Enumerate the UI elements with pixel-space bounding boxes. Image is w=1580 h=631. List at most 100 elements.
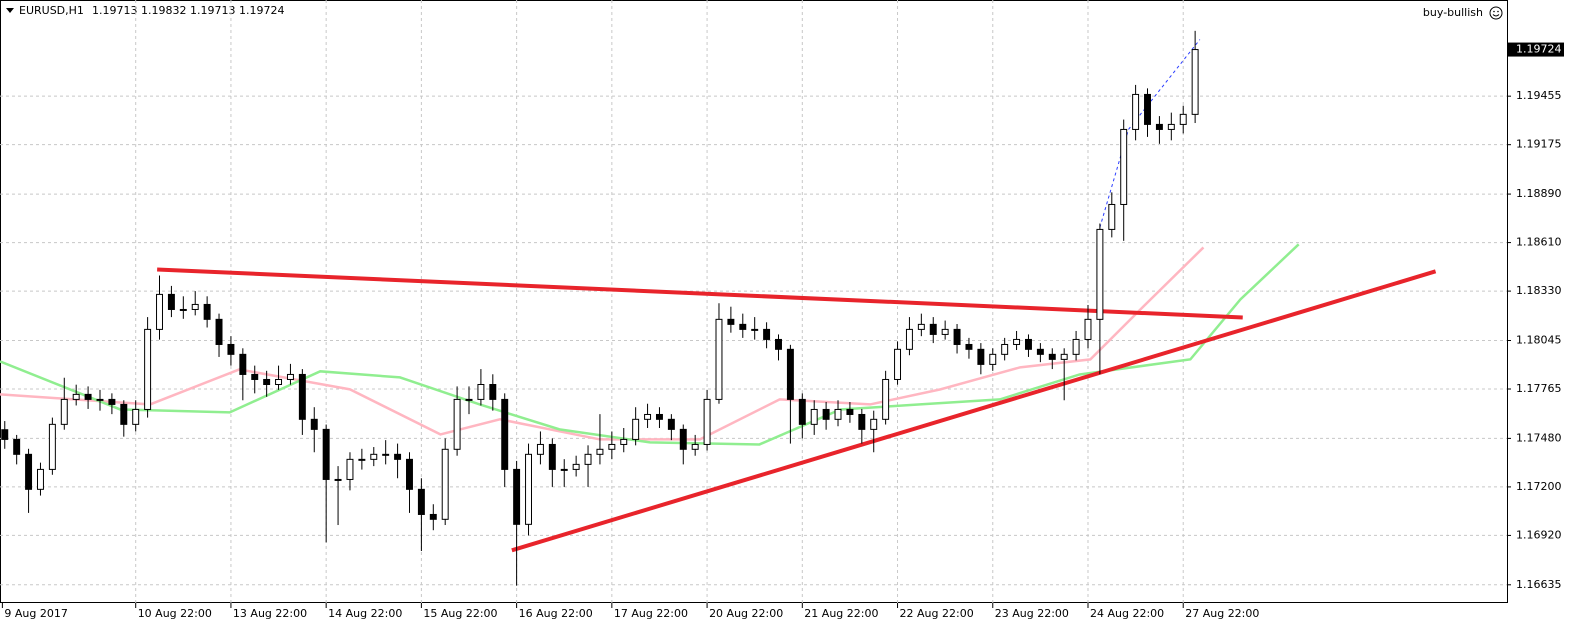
candle-body bbox=[727, 318, 735, 325]
current-price: 1.19724 bbox=[1516, 43, 1562, 56]
candle-body bbox=[798, 398, 806, 425]
candle-body bbox=[989, 353, 997, 365]
candle-body bbox=[215, 318, 223, 345]
candle-body bbox=[501, 398, 509, 470]
header-close: 1.19724 bbox=[239, 4, 285, 17]
candle-body bbox=[191, 303, 199, 310]
x-tick-label: 24 Aug 22:00 bbox=[1090, 607, 1164, 620]
candle-body bbox=[298, 373, 306, 420]
candle-body bbox=[1060, 353, 1068, 360]
candle-body bbox=[1048, 353, 1056, 360]
candle-body bbox=[394, 453, 402, 460]
candle-body bbox=[132, 408, 140, 425]
candle-body bbox=[358, 458, 366, 461]
y-tick-label: 1.18610 bbox=[1516, 236, 1562, 249]
candle-body bbox=[1084, 318, 1092, 340]
candle-body bbox=[310, 418, 318, 430]
candle-body bbox=[536, 443, 544, 455]
candle-body bbox=[96, 398, 104, 401]
candle-body bbox=[834, 408, 842, 420]
candle-body bbox=[715, 318, 723, 400]
candle-body bbox=[644, 413, 652, 420]
candle-body bbox=[1013, 338, 1021, 345]
y-tick-label: 1.18890 bbox=[1516, 187, 1562, 200]
candle-body bbox=[453, 398, 461, 450]
candle-body bbox=[608, 443, 616, 450]
candle-body bbox=[1001, 343, 1009, 355]
header-open: 1.19713 bbox=[92, 4, 138, 17]
x-tick-label: 22 Aug 22:00 bbox=[900, 607, 974, 620]
candle-body bbox=[370, 453, 378, 460]
candle-body bbox=[120, 403, 128, 425]
candle-body bbox=[406, 458, 413, 490]
candle-body bbox=[334, 478, 342, 481]
candle-body bbox=[775, 338, 782, 350]
candle-body bbox=[584, 453, 592, 465]
y-tick-label: 1.17480 bbox=[1516, 431, 1562, 444]
x-tick-label: 15 Aug 22:00 bbox=[423, 607, 497, 620]
candle-body bbox=[560, 468, 568, 471]
candle-body bbox=[632, 418, 640, 440]
candle-body bbox=[548, 443, 556, 470]
candle-body bbox=[322, 428, 330, 480]
indicator-line bbox=[0, 246, 1205, 441]
candle-body bbox=[36, 468, 44, 490]
x-tick-label: 17 Aug 22:00 bbox=[614, 607, 688, 620]
candle-body bbox=[441, 448, 449, 520]
indicator-line bbox=[157, 267, 1243, 320]
candle-body bbox=[72, 393, 80, 400]
candle-body bbox=[156, 293, 163, 330]
x-tick-label: 13 Aug 22:00 bbox=[233, 607, 307, 620]
y-tick-label: 1.16920 bbox=[1516, 528, 1562, 541]
candle-body bbox=[1024, 338, 1032, 350]
plot-frame bbox=[0, 0, 1508, 603]
header-low: 1.19713 bbox=[190, 4, 236, 17]
indicator-line bbox=[511, 269, 1437, 553]
candle-body bbox=[1120, 128, 1128, 205]
x-tick-label: 21 Aug 22:00 bbox=[804, 607, 878, 620]
candle-body bbox=[1167, 123, 1175, 130]
y-tick-label: 1.19175 bbox=[1516, 138, 1562, 151]
menu-arrow bbox=[6, 8, 14, 13]
candle-body bbox=[917, 323, 925, 330]
candle-body bbox=[1036, 348, 1044, 355]
candle-body bbox=[144, 328, 152, 410]
candle-body bbox=[239, 353, 247, 375]
candle-body bbox=[1132, 93, 1140, 130]
candle-body bbox=[620, 438, 628, 445]
candle-body bbox=[513, 468, 521, 525]
candle-body bbox=[1179, 113, 1187, 125]
y-tick-label: 1.16635 bbox=[1516, 578, 1562, 591]
candle-body bbox=[596, 448, 604, 455]
candle-body bbox=[1155, 123, 1163, 130]
x-tick-label: 23 Aug 22:00 bbox=[995, 607, 1069, 620]
candle-body bbox=[679, 428, 687, 450]
candle-body bbox=[13, 438, 21, 455]
y-tick-label: 1.18045 bbox=[1516, 333, 1562, 346]
candle-body bbox=[108, 398, 116, 405]
candle-body bbox=[60, 398, 68, 425]
price-label-box bbox=[1508, 42, 1564, 57]
candle-body bbox=[1191, 49, 1199, 115]
candle-body bbox=[870, 418, 878, 430]
candle-body bbox=[846, 408, 854, 415]
candle-body bbox=[667, 418, 675, 430]
candle-body bbox=[465, 398, 473, 401]
candle-body bbox=[894, 348, 902, 380]
candle-body bbox=[167, 293, 175, 310]
candle-body bbox=[655, 413, 663, 420]
candle-body bbox=[941, 328, 949, 335]
smiley bbox=[1489, 6, 1503, 20]
candle-body bbox=[1096, 228, 1104, 320]
candle-body bbox=[965, 343, 973, 350]
y-tick-label: 1.18330 bbox=[1516, 284, 1562, 297]
x-tick-label: 14 Aug 22:00 bbox=[328, 607, 402, 620]
candle-body bbox=[417, 488, 425, 515]
y-tick-label: 1.17200 bbox=[1516, 480, 1562, 493]
candle-body bbox=[84, 393, 92, 400]
expert-name: buy-bullish bbox=[1423, 6, 1483, 19]
candle-body bbox=[477, 383, 485, 400]
candle-body bbox=[977, 348, 985, 365]
candle-body bbox=[286, 373, 294, 380]
